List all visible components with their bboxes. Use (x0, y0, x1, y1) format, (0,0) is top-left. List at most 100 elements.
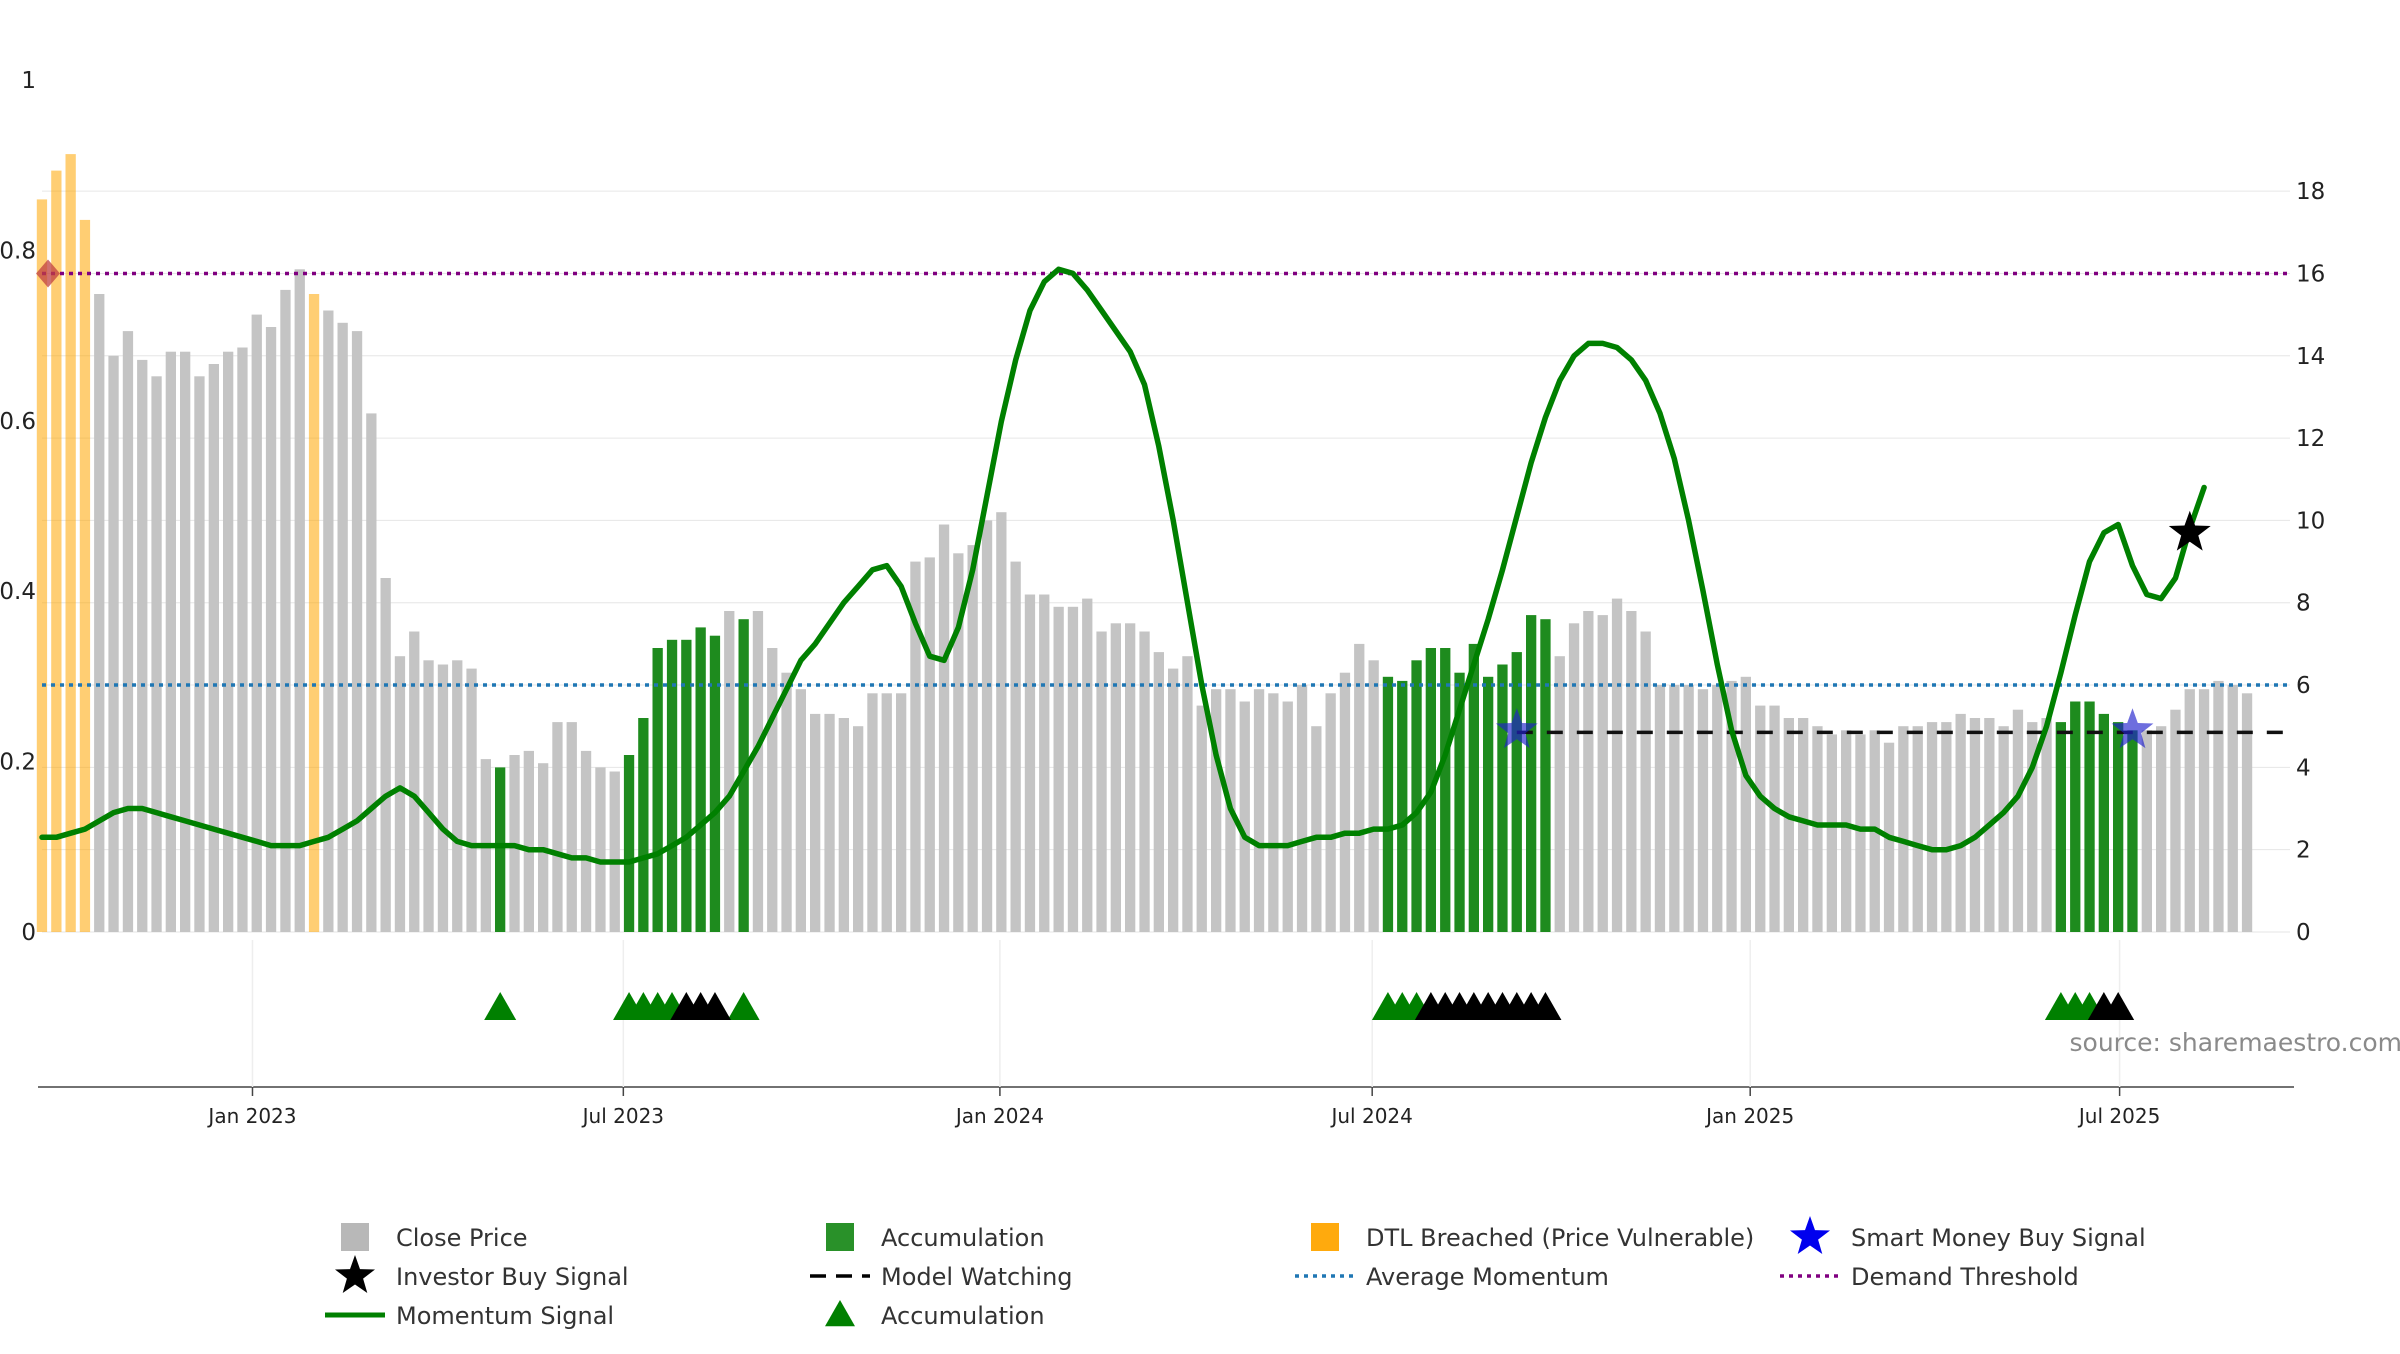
close-price-bar-67 (996, 512, 1006, 932)
close-price-bar-63 (939, 525, 949, 933)
close-price-bar-40 (610, 772, 620, 933)
accumulation-bar-102 (1497, 665, 1507, 933)
close-price-bar-77 (1139, 632, 1149, 933)
close-price-bar-106 (1555, 656, 1565, 932)
close-price-bar-125 (1827, 734, 1837, 932)
close-price-bar-81 (1197, 706, 1207, 932)
legend-label-6: Average Momentum (1366, 1263, 1609, 1291)
legend-label-9: Accumulation (881, 1302, 1045, 1330)
close-price-bar-54 (810, 714, 820, 932)
legend-label-3: Smart Money Buy Signal (1851, 1224, 2146, 1252)
close-price-bar-6 (123, 331, 133, 932)
close-price-bar-80 (1182, 656, 1192, 932)
close-price-bar-130 (1898, 726, 1908, 932)
x-tick-label-5: Jul 2025 (2077, 1104, 2160, 1128)
close-price-bar-119 (1741, 677, 1751, 932)
x-tick-label-0: Jan 2023 (206, 1104, 296, 1128)
close-price-bar-137 (1999, 726, 2009, 932)
close-price-bar-112 (1641, 632, 1651, 933)
accumulation-bar-143 (2084, 702, 2094, 933)
close-price-bar-22 (352, 331, 362, 932)
accumulation-bar-42 (638, 718, 648, 932)
close-price-bar-26 (409, 632, 419, 933)
close-price-bar-127 (1855, 734, 1865, 932)
legend-label-5: Model Watching (881, 1263, 1073, 1291)
close-price-bar-110 (1612, 599, 1622, 932)
close-price-bar-65 (968, 545, 978, 932)
close-price-bar-25 (395, 656, 405, 932)
left-tick-label-4: 0.8 (0, 238, 36, 264)
close-price-bar-92 (1354, 644, 1364, 932)
accumulation-bar-96 (1411, 660, 1421, 932)
close-price-bar-55 (824, 714, 834, 932)
accumulation-bar-142 (2070, 702, 2080, 933)
close-price-bar-75 (1111, 623, 1121, 932)
close-price-bar-133 (1941, 722, 1951, 932)
close-price-bar-68 (1011, 562, 1021, 932)
legend-label-8: Momentum Signal (396, 1302, 614, 1330)
close-price-bar-21 (338, 323, 348, 932)
close-price-bar-113 (1655, 685, 1665, 932)
dtl-breached-bar-0 (37, 199, 47, 932)
reference-lines (42, 273, 2290, 732)
legend-star-3 (1790, 1216, 1830, 1254)
close-price-bar-84 (1240, 702, 1250, 933)
close-price-bar-5 (108, 356, 118, 932)
accumulation-marker-0 (484, 992, 516, 1020)
close-price-bar-88 (1297, 685, 1307, 932)
right-tick-label-7: 14 (2296, 344, 2325, 370)
left-tick-label-2: 0.4 (0, 579, 36, 605)
dtl-breached-bar-19 (309, 294, 319, 932)
close-price-bar-120 (1755, 706, 1765, 932)
close-price-bar-153 (2228, 685, 2238, 932)
gridlines (42, 191, 2290, 932)
right-tick-label-1: 2 (2296, 838, 2311, 864)
event-strip (484, 992, 2134, 1020)
close-price-bar-148 (2156, 726, 2166, 932)
close-price-bar-86 (1268, 693, 1278, 932)
close-price-bar-7 (137, 360, 147, 932)
close-price-bar-27 (423, 660, 433, 932)
legend-triangle-9 (825, 1300, 855, 1326)
close-price-bar-140 (2041, 718, 2051, 932)
accumulation-bar-41 (624, 755, 634, 932)
close-price-bar-51 (767, 648, 777, 932)
close-price-bar-74 (1096, 632, 1106, 933)
close-price-bar-134 (1956, 714, 1966, 932)
accumulation-bar-101 (1483, 677, 1493, 932)
close-price-bar-108 (1583, 611, 1593, 932)
investor-buy-star-0 (2169, 511, 2211, 551)
close-price-bar-72 (1068, 607, 1078, 932)
source-label: source: sharemaestro.com (2070, 1028, 2400, 1057)
close-price-bar-62 (925, 557, 935, 932)
legend-swatch-1 (826, 1223, 854, 1251)
close-price-bar-115 (1684, 685, 1694, 932)
legend-swatch-0 (341, 1223, 369, 1251)
close-price-bar-116 (1698, 689, 1708, 932)
close-price-bar-14 (237, 348, 247, 933)
accumulation-bar-144 (2099, 714, 2109, 932)
close-price-bar-132 (1927, 722, 1937, 932)
close-price-bar-23 (366, 413, 376, 932)
close-price-bar-56 (839, 718, 849, 932)
accumulation-bar-100 (1469, 644, 1479, 932)
accumulation-bar-47 (710, 636, 720, 932)
left-tick-label-0: 0 (21, 920, 36, 946)
close-price-bar-93 (1369, 660, 1379, 932)
close-price-bar-18 (295, 269, 305, 932)
close-price-bar-66 (982, 520, 992, 932)
close-price-bar-85 (1254, 689, 1264, 932)
close-price-bar-38 (581, 751, 591, 932)
close-price-bar-126 (1841, 730, 1851, 932)
close-price-bar-36 (552, 722, 562, 932)
close-price-bar-29 (452, 660, 462, 932)
close-price-bar-124 (1812, 726, 1822, 932)
legend-label-4: Investor Buy Signal (396, 1263, 629, 1291)
close-price-bar-138 (2013, 710, 2023, 932)
accumulation-bar-43 (653, 648, 663, 932)
close-price-bar-79 (1168, 669, 1178, 932)
close-price-bar-71 (1054, 607, 1064, 932)
close-price-bar-107 (1569, 623, 1579, 932)
